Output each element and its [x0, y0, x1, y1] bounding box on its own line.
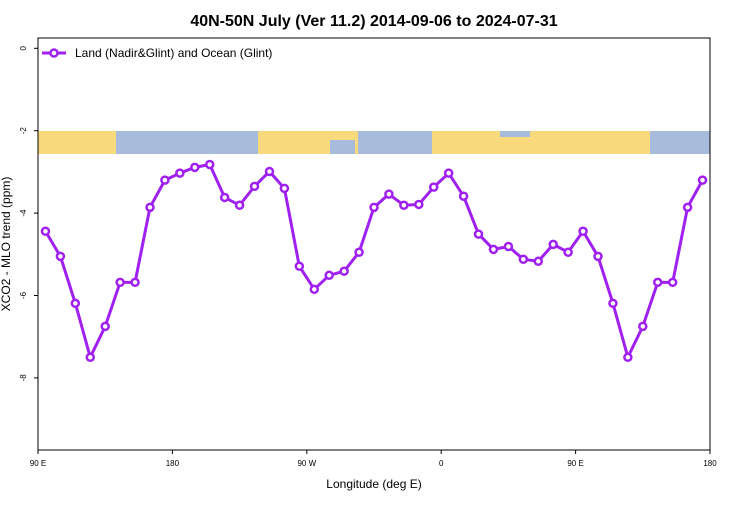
- data-point: [324, 270, 334, 281]
- data-point: [369, 202, 379, 213]
- data-point: [115, 277, 125, 288]
- data-point: [563, 247, 573, 257]
- data-point: [190, 162, 200, 173]
- y-axis-label: XCO2 - MLO trend (ppm): [0, 177, 13, 312]
- x-tick-label: 90 E: [567, 459, 583, 468]
- x-tick-label: 180: [166, 459, 180, 468]
- data-point: [578, 226, 588, 236]
- data-point: [264, 166, 275, 177]
- data-point: [458, 191, 469, 201]
- data-point: [309, 284, 320, 295]
- data-point: [234, 200, 245, 211]
- chart-title: 40N-50N July (Ver 11.2) 2014-09-06 to 20…: [190, 13, 557, 30]
- data-point: [294, 261, 305, 271]
- data-point: [623, 352, 633, 363]
- data-point: [339, 266, 349, 276]
- y-tick-label: -2: [19, 127, 28, 135]
- data-point: [279, 183, 290, 194]
- data-point: [414, 199, 424, 210]
- data-point: [145, 202, 155, 213]
- series-line: [44, 162, 704, 362]
- data-point: [682, 202, 693, 213]
- data-point: [697, 175, 708, 185]
- plot-frame: [37, 37, 711, 451]
- data-point: [219, 192, 230, 203]
- data-point: [473, 229, 484, 239]
- data-point: [354, 247, 364, 257]
- data-point: [488, 244, 499, 255]
- data-point: [638, 321, 648, 332]
- data-point: [533, 256, 544, 267]
- legend-marker: [49, 48, 59, 58]
- map-strip: [38, 131, 710, 154]
- legend-label: Land (Nadir&Glint) and Ocean (Glint): [75, 46, 272, 60]
- data-point: [40, 226, 51, 236]
- data-point: [204, 159, 215, 170]
- data-point: [503, 241, 514, 252]
- data-point: [667, 277, 678, 288]
- data-point: [443, 168, 454, 178]
- y-tick-label: -4: [19, 209, 28, 217]
- x-axis-label: Longitude (deg E): [326, 477, 421, 491]
- data-point: [175, 168, 185, 178]
- x-tick-label: 180: [703, 459, 717, 468]
- data-point: [652, 277, 663, 288]
- data-point: [130, 277, 140, 288]
- data-point: [593, 251, 603, 262]
- data-point: [70, 298, 81, 309]
- data-point: [428, 182, 439, 192]
- data-point: [100, 321, 110, 332]
- x-tick-label: 90 E: [30, 459, 46, 468]
- y-tick-label: -8: [19, 374, 28, 382]
- data-point: [384, 189, 394, 199]
- data-point: [249, 181, 260, 192]
- x-tick-label: 0: [439, 459, 444, 468]
- data-point: [160, 175, 170, 185]
- data-point: [548, 239, 558, 250]
- data-point: [608, 298, 618, 309]
- data-point: [518, 254, 529, 264]
- data-point: [55, 251, 66, 262]
- data-point: [85, 352, 96, 363]
- y-tick-label: -6: [19, 291, 28, 299]
- x-tick-label: 90 W: [297, 459, 316, 468]
- data-point: [399, 200, 409, 211]
- y-tick-label: 0: [19, 46, 28, 51]
